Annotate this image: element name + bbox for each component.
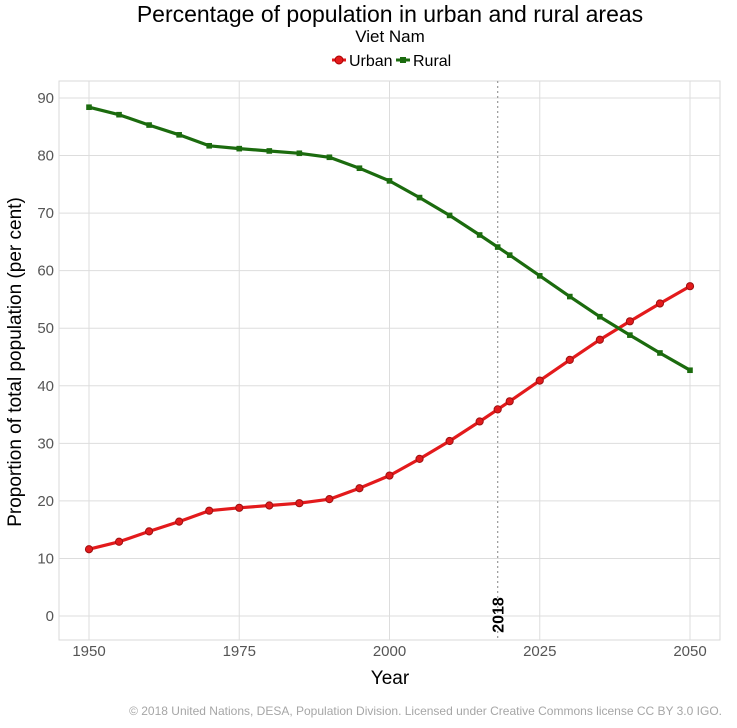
data-point-urban: [355, 484, 364, 493]
y-tick-label: 40: [37, 378, 54, 395]
y-tick-label: 80: [37, 148, 54, 165]
legend-marker-urban: [334, 55, 344, 65]
data-point-rural: [356, 165, 363, 172]
data-point-urban: [205, 506, 214, 515]
data-point-urban: [84, 545, 94, 554]
data-point-urban: [114, 537, 124, 546]
data-point-rural: [567, 293, 573, 300]
series-line-rural: [88, 105, 691, 372]
legend-item-rural: Rural: [396, 53, 451, 70]
data-point-urban: [385, 471, 394, 480]
data-point-urban: [655, 299, 665, 308]
data-point-urban: [685, 282, 695, 291]
y-tick-label: 50: [37, 320, 54, 337]
data-point-rural: [657, 350, 663, 356]
data-point-urban: [565, 355, 574, 364]
data-point-urban: [505, 397, 514, 406]
y-axis-title: Proportion of total population (per cent…: [5, 197, 26, 527]
x-tick-label: 2025: [523, 643, 556, 660]
x-tick-label: 2050: [673, 643, 706, 660]
data-point-urban: [295, 499, 304, 508]
data-point-rural: [236, 145, 243, 152]
data-point-urban: [175, 517, 184, 526]
x-tick-label: 2000: [373, 643, 406, 660]
data-point-urban: [415, 454, 424, 463]
data-point-rural: [416, 194, 423, 201]
data-point-rural: [627, 332, 633, 338]
data-point-rural: [446, 212, 453, 219]
data-point-rural: [176, 132, 182, 138]
y-tick-label: 0: [46, 608, 54, 625]
x-tick-label: 1975: [223, 643, 256, 660]
y-tick-label: 90: [37, 90, 54, 107]
data-point-rural: [86, 104, 92, 111]
y-tick-label: 20: [37, 493, 54, 510]
data-point-urban: [493, 405, 502, 414]
data-point-rural: [116, 111, 122, 118]
legend-item-urban: Urban: [332, 53, 393, 70]
y-tick-label: 10: [37, 550, 54, 567]
y-tick-label: 30: [37, 435, 54, 452]
y-tick-label: 70: [37, 205, 54, 222]
data-point-urban: [475, 417, 484, 426]
reference-line-label: 2018: [491, 597, 508, 633]
data-point-rural: [597, 313, 603, 320]
data-point-urban: [145, 527, 154, 536]
data-point-rural: [266, 148, 273, 154]
data-point-rural: [476, 232, 483, 238]
data-point-urban: [535, 376, 544, 385]
data-point-urban: [445, 436, 454, 446]
chart-subtitle: Viet Nam: [355, 27, 425, 46]
data-point-rural: [146, 122, 152, 128]
data-point-rural: [386, 178, 393, 184]
data-point-urban: [235, 503, 244, 512]
data-point-rural: [296, 150, 303, 157]
data-point-rural: [687, 367, 693, 374]
plot-panel: 0 10 20 30 40 50 60 70 80 90 1950 1975 2000 2025 2050 2…: [37, 80, 721, 660]
credit-text: © 2018 United Nations, DESA, Population …: [129, 704, 722, 718]
data-point-urban: [595, 335, 604, 344]
data-point-rural: [536, 273, 543, 279]
legend-label-urban: Urban: [349, 53, 393, 70]
data-point-rural: [494, 244, 501, 250]
legend: Urban Rural: [332, 53, 451, 70]
x-tick-label: 1950: [72, 643, 105, 660]
data-point-rural: [326, 154, 333, 161]
data-point-rural: [206, 142, 212, 149]
chart-title: Percentage of population in urban and ru…: [137, 1, 643, 27]
y-tick-label: 60: [37, 263, 54, 280]
x-axis-title: Year: [371, 668, 410, 689]
data-point-urban: [625, 317, 635, 326]
data-point-rural: [506, 252, 513, 258]
legend-label-rural: Rural: [413, 53, 451, 70]
legend-marker-rural: [400, 57, 406, 63]
series-line-urban: [88, 284, 691, 551]
data-point-urban: [265, 501, 274, 510]
data-point-urban: [325, 495, 334, 504]
